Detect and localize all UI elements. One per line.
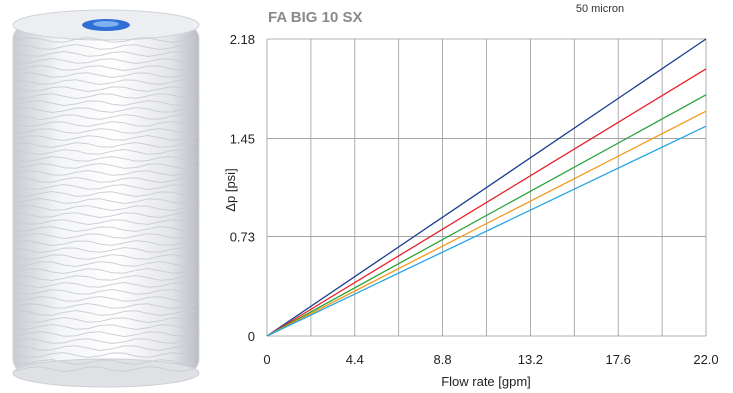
strand-texture: [15, 344, 197, 352]
strand-texture: [15, 302, 197, 310]
strand-texture: [15, 197, 197, 205]
strand-texture: [15, 148, 197, 156]
strand-texture: [15, 43, 197, 51]
strand-texture: [15, 337, 197, 345]
strand-texture: [15, 100, 197, 107]
strand-texture: [15, 86, 197, 93]
strand-texture: [15, 330, 197, 338]
series-line-5: [266, 125, 707, 337]
x-tick-label: 17.6: [606, 352, 631, 367]
x-axis-ticks: 0 4.4 8.8 13.2 17.6 22.0: [263, 352, 718, 367]
strand-texture: [15, 71, 197, 79]
strand-texture: [15, 260, 197, 268]
strand-texture: [15, 253, 197, 261]
strand-texture: [15, 50, 197, 58]
strand-texture: [15, 246, 197, 254]
strand-texture: [15, 366, 197, 373]
strand-texture: [15, 36, 197, 44]
x-tick-label: 8.8: [434, 352, 452, 367]
chart-title: FA BIG 10 SX: [268, 9, 362, 26]
strand-texture: [15, 183, 197, 191]
strand-texture: [15, 78, 197, 86]
strand-texture: [15, 64, 197, 72]
series-line-3: [266, 94, 707, 337]
series-line-2: [266, 68, 707, 337]
strand-texture: [15, 134, 197, 142]
x-tick-label: 4.4: [346, 352, 364, 367]
strand-texture: [15, 57, 197, 65]
y-axis-ticks: 0 0.73 1.45 2.18: [230, 32, 255, 344]
strand-texture: [15, 323, 197, 331]
x-axis-label: Flow rate [gpm]: [441, 374, 531, 389]
strand-texture: [15, 240, 197, 247]
strand-texture: [15, 352, 197, 359]
y-tick-label: 1.45: [230, 131, 255, 146]
series-line-4: [266, 110, 707, 337]
filter-cartridge-image: [12, 9, 200, 388]
y-axis-label: Δp [psi]: [223, 168, 238, 211]
strand-texture: [15, 162, 197, 170]
strand-texture: [15, 281, 197, 289]
series-lines: [266, 38, 707, 337]
grid-lines: [266, 38, 707, 337]
strand-texture: [15, 359, 197, 366]
strand-texture: [15, 120, 197, 128]
strand-texture: [15, 155, 197, 163]
y-tick-label: 2.18: [230, 32, 255, 47]
strand-texture: [15, 226, 197, 233]
strand-texture: [15, 288, 197, 296]
strand-texture: [15, 169, 197, 177]
strand-texture: [15, 93, 197, 100]
strand-texture: [15, 267, 197, 275]
y-tick-label: 0: [248, 329, 255, 344]
x-tick-label: 0: [263, 352, 270, 367]
strand-texture: [15, 211, 197, 219]
strand-texture: [15, 295, 197, 303]
strand-texture: [15, 176, 197, 184]
strand-texture: [15, 274, 197, 282]
strand-texture: [15, 204, 197, 212]
strand-texture: [15, 113, 197, 121]
strand-texture: [15, 233, 197, 240]
strand-texture: [15, 127, 197, 135]
strand-texture: [15, 316, 197, 324]
x-tick-label: 13.2: [518, 352, 543, 367]
strand-texture: [15, 309, 197, 317]
y-tick-label: 0.73: [230, 230, 255, 245]
x-tick-label: 22.0: [693, 352, 718, 367]
strand-texture: [15, 141, 197, 149]
series-line-1: [266, 38, 707, 337]
strand-texture: [15, 107, 197, 114]
micron-rating-note: 50 micron: [576, 3, 624, 15]
strand-texture: [15, 190, 197, 198]
strand-texture: [15, 219, 197, 226]
